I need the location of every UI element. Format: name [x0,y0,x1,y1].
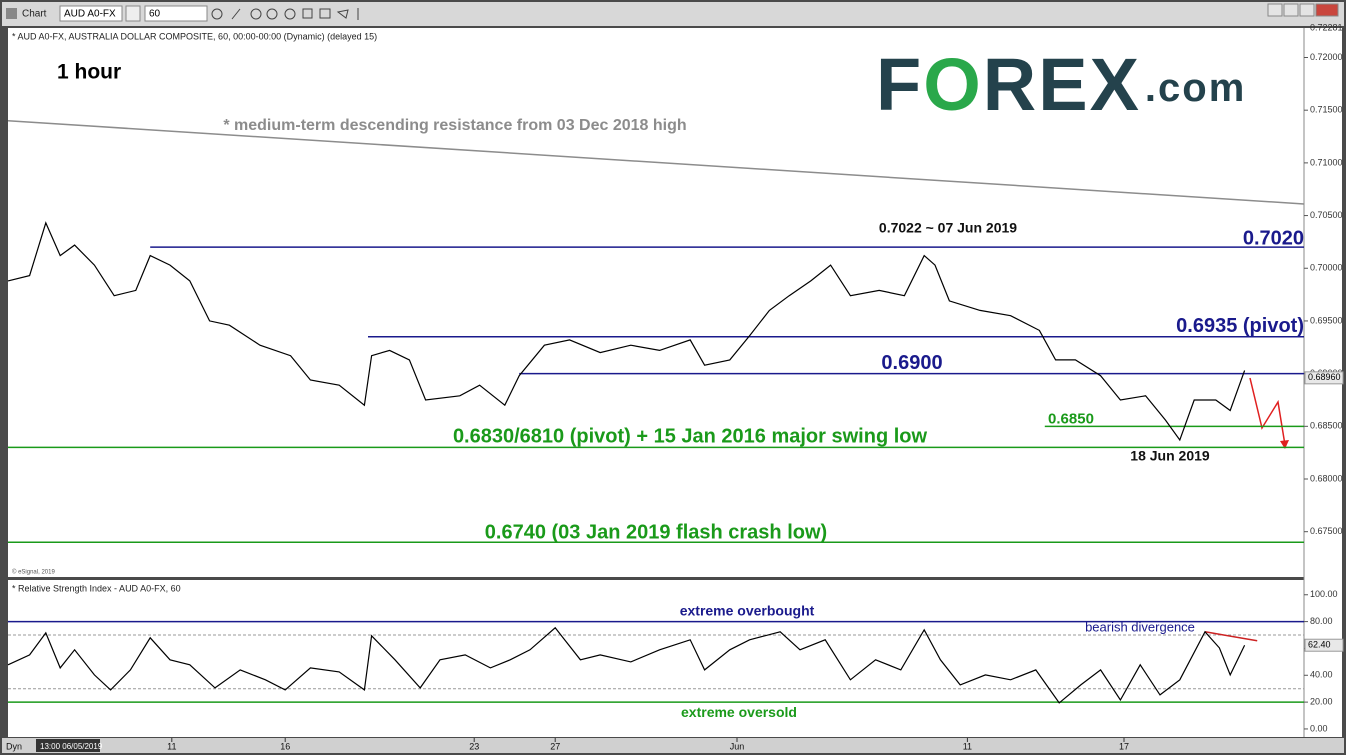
start-date-box [36,739,100,752]
help-button[interactable] [1267,3,1283,17]
trendline-label: * medium-term descending resistance from… [223,117,686,134]
icon[interactable] [284,8,296,20]
icon[interactable] [211,8,223,20]
toolbar-icons [211,8,359,20]
interval[interactable]: 60 [149,9,161,20]
divergence-label: bearish divergence [1085,619,1195,634]
x-mode-label: Dyn [6,741,22,751]
y-tick-label: 0.68500 [1310,421,1343,431]
last-value-box [1304,371,1344,385]
maximize-button[interactable] [1299,3,1315,17]
last-value-box [1304,638,1344,652]
divergence-line [1204,631,1258,642]
x-tick-label: 16 [280,741,290,751]
close-button[interactable] [1315,3,1339,17]
symbol-box[interactable] [59,5,123,22]
y-tick-label: 0.68000 [1310,473,1343,483]
y-tick-label: 20.00 [1310,696,1333,706]
rsi-panel [8,580,1304,737]
panel-title: * Relative Strength Index - AUD A0-FX, 6… [12,583,181,593]
y-tick-label: 0.72000 [1310,52,1343,62]
copyright: © eSignal, 2019 [12,569,55,576]
interval-box[interactable] [144,5,208,22]
level-label: 0.7020 [1243,227,1304,249]
minimize-button[interactable] [1283,3,1299,17]
annotation: 0.7022 ~ 07 Jun 2019 [879,220,1017,236]
x-tick-label: 23 [469,741,479,751]
toolbar [2,2,1344,26]
level-label: extreme oversold [681,704,797,720]
x-start-label: 13:00 06/05/2019 [40,742,103,751]
annotation: 18 Jun 2019 [1130,448,1210,464]
y-tick-label: 100.00 [1310,589,1338,599]
icon[interactable] [231,8,241,20]
x-tick-label: 17 [1119,741,1129,751]
level-label: 0.6830/6810 (pivot) + 15 Jan 2016 major … [453,426,928,448]
level-label: 0.6740 (03 Jan 2019 flash crash low) [485,522,827,544]
icon[interactable] [319,8,331,19]
level-label: 0.6850 [1048,410,1094,427]
x-tick-label: 11 [963,741,972,751]
level-label: 0.6900 [881,352,942,374]
series-line [7,221,1246,442]
logo-part: .com [1145,66,1246,110]
logo-part: REX [983,43,1141,126]
y-tick-label: 0.70000 [1310,263,1343,273]
level-label: extreme overbought [680,602,815,618]
y-tick-label: 0.69500 [1310,315,1343,325]
last-value-label: 62.40 [1308,640,1331,650]
icon[interactable] [302,8,313,19]
icon[interactable] [266,8,278,20]
icon[interactable] [336,9,349,19]
toolbar-title: Chart [22,9,47,20]
x-tick-label: 27 [550,741,560,751]
time-axis [2,738,1344,753]
refresh-button[interactable] [125,5,141,22]
x-tick-label: Jun [730,741,745,751]
y-tick-label: 0.71000 [1310,157,1343,167]
logo-part: F [876,43,923,126]
top-value-label: 0.72281 [1310,22,1343,32]
panel-title: * AUD A0-FX, AUSTRALIA DOLLAR COMPOSITE,… [12,31,377,41]
window-buttons [1267,3,1339,17]
y-tick-label: 40.00 [1310,670,1333,680]
y-tick-label: 0.71500 [1310,105,1343,115]
logo-box [878,58,1282,116]
timeframe-title: 1 hour [57,61,121,84]
y-tick-label: 80.00 [1310,616,1333,626]
level-label: 0.6935 (pivot) [1176,315,1304,337]
chart-icon [6,8,17,19]
y-tick-label: 0.70500 [1310,210,1343,220]
x-tick-label: 11 [167,741,176,751]
last-value-label: 0.68960 [1308,372,1341,382]
logo-part: O [923,43,983,126]
projection-arrow [1249,377,1286,446]
icon[interactable] [250,8,262,20]
logo: FOREX .com [876,43,1246,126]
y-tick-label: 0.00 [1310,723,1328,733]
trendline [7,119,1305,205]
arrow-head [1280,440,1289,449]
price-panel [8,28,1304,577]
y-tick-label: 0.67500 [1310,526,1343,536]
series-line [7,626,1246,704]
symbol[interactable]: AUD A0-FX [64,9,116,20]
